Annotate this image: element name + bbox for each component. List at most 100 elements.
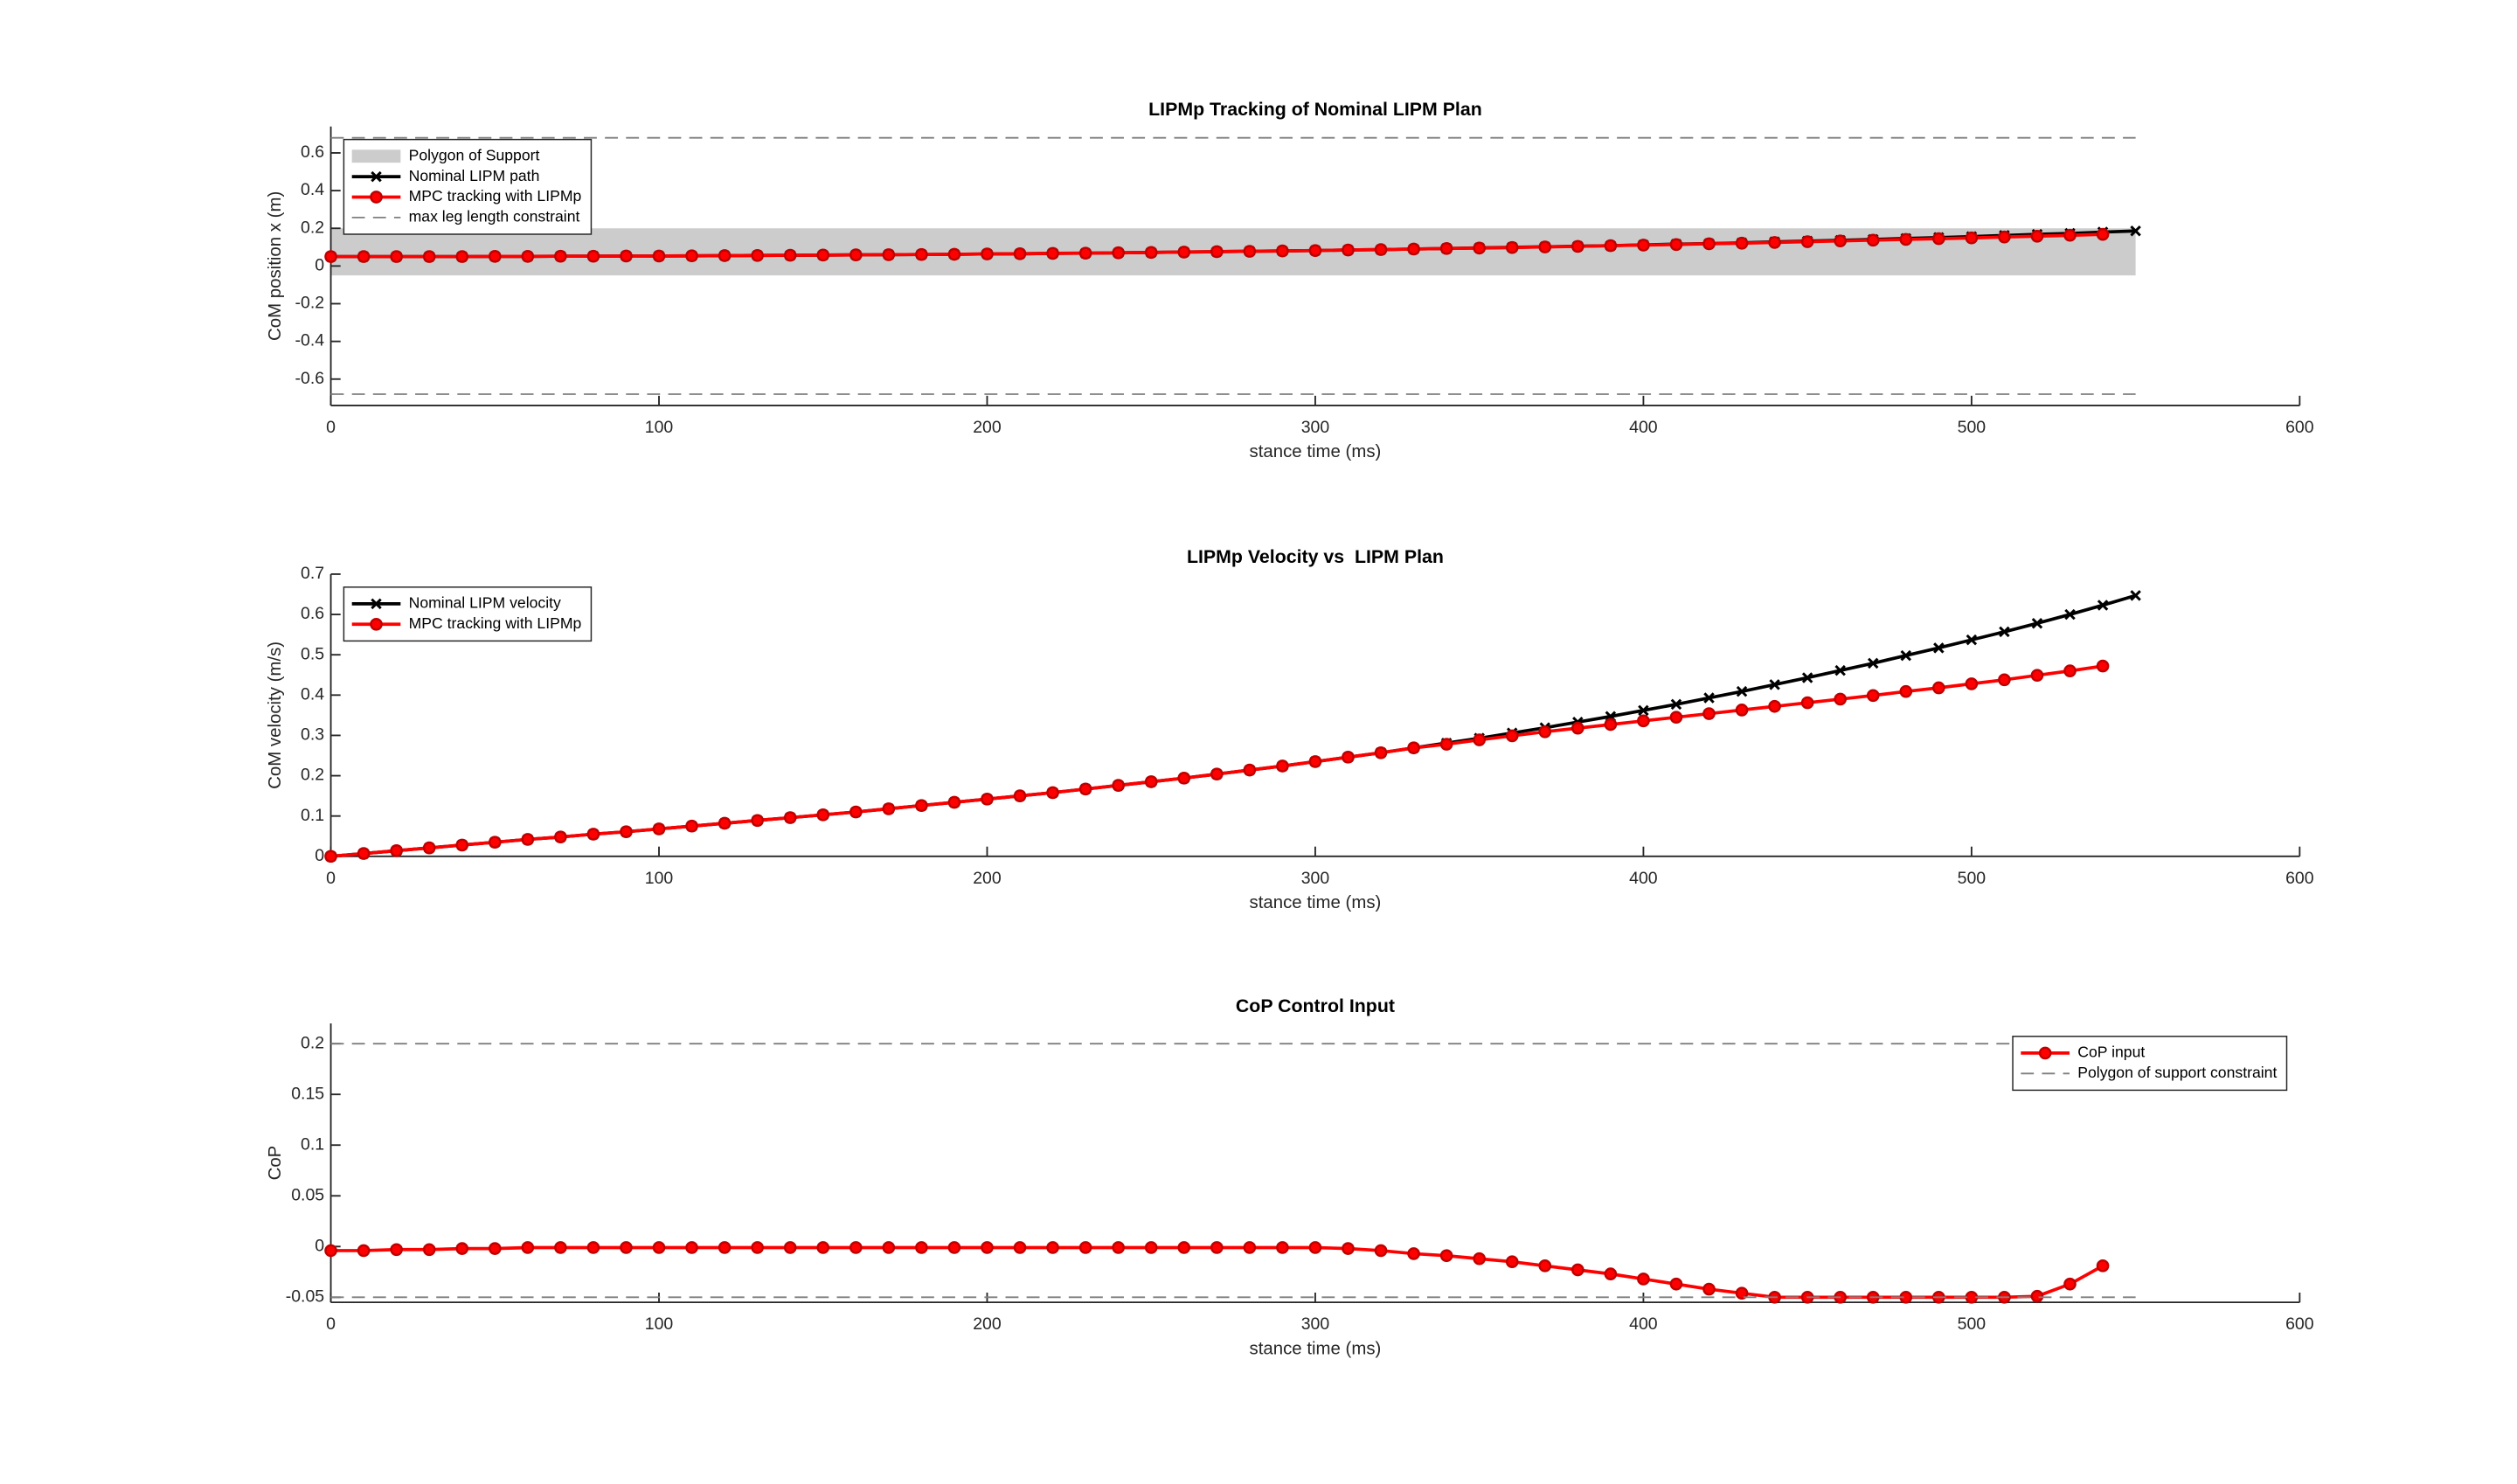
x-tick-label: 0 <box>326 1314 336 1334</box>
marker-circle <box>586 1241 600 1254</box>
marker-circle <box>422 250 436 263</box>
marker-circle <box>1637 239 1650 252</box>
marker-circle <box>1538 725 1552 739</box>
marker-circle <box>718 249 732 262</box>
y-tick-label: 0.6 <box>301 604 324 623</box>
marker-circle <box>1276 759 1289 773</box>
marker-circle <box>1505 729 1519 743</box>
marker-circle <box>586 828 600 841</box>
marker-circle <box>521 1241 535 1254</box>
marker-x <box>371 598 382 610</box>
marker-circle <box>422 841 436 855</box>
marker-circle <box>1604 1267 1618 1280</box>
marker-circle <box>751 1241 764 1254</box>
x-tick-label: 200 <box>973 418 1002 437</box>
y-tick-label: 0 <box>315 256 324 275</box>
marker-circle <box>1144 246 1158 260</box>
marker-circle <box>783 248 797 262</box>
marker-circle <box>1702 237 1716 251</box>
y-tick-label: -0.6 <box>295 369 325 388</box>
chart-title: LIPMp Velocity vs LIPM Plan <box>1187 546 1444 567</box>
marker-circle <box>620 825 633 839</box>
marker-circle <box>324 849 337 863</box>
marker-x <box>1933 642 1945 654</box>
y-tick-label: 0.2 <box>301 218 324 237</box>
marker-circle <box>1473 241 1487 255</box>
marker-circle <box>357 847 371 860</box>
marker-circle <box>324 1244 337 1258</box>
x-tick-label: 100 <box>645 1314 674 1334</box>
marker-circle <box>1013 1241 1027 1254</box>
y-axis-label: CoM velocity (m/s) <box>266 641 285 789</box>
marker-circle <box>2096 227 2110 241</box>
marker-circle <box>981 247 994 260</box>
marker-circle <box>849 805 863 819</box>
y-tick-label: 0 <box>315 1236 324 1255</box>
marker-circle <box>488 1242 502 1255</box>
marker-circle <box>915 799 928 813</box>
y-tick-label: -0.2 <box>295 294 325 313</box>
marker-circle <box>1342 751 1355 764</box>
marker-circle <box>1571 1263 1584 1277</box>
marker-circle <box>1112 246 1125 260</box>
marker-circle <box>1046 1241 1059 1254</box>
x-tick-label: 500 <box>1958 1314 1987 1334</box>
x-axis-label: stance time (ms) <box>1250 442 1382 461</box>
marker-circle <box>981 1241 994 1254</box>
subplot: -0.6 -0.4 -0.2 0 0.2 0.4 0.6 0 100 200 300 400 500 60… <box>266 99 2314 461</box>
marker-circle <box>652 1241 666 1254</box>
marker-circle <box>751 248 764 262</box>
marker-circle <box>554 830 567 844</box>
marker-circle <box>1177 1241 1191 1254</box>
marker-circle <box>521 833 535 846</box>
chart-title: CoP Control Input <box>1236 995 1395 1016</box>
marker-circle <box>947 1241 961 1254</box>
marker-circle <box>1604 718 1618 732</box>
marker-x <box>1966 634 1978 646</box>
marker-circle <box>1407 741 1420 755</box>
x-tick-label: 400 <box>1629 1314 1658 1334</box>
marker-circle <box>1078 782 1092 796</box>
marker-circle <box>370 191 383 204</box>
y-tick-label: 0.5 <box>301 644 324 663</box>
marker-circle <box>1998 673 2011 687</box>
legend-label: Polygon of support constraint <box>2077 1064 2277 1081</box>
marker-circle <box>1473 1252 1487 1266</box>
marker-circle <box>1439 738 1453 751</box>
marker-x <box>1736 685 1748 697</box>
marker-circle <box>455 250 469 263</box>
marker-circle <box>1439 241 1453 255</box>
marker-x <box>1867 657 1879 669</box>
marker-circle <box>1637 1272 1650 1286</box>
marker-circle <box>1834 234 1848 248</box>
y-axis-label: CoM position x (m) <box>266 191 285 341</box>
marker-circle <box>1702 707 1716 720</box>
marker-circle <box>1177 246 1191 259</box>
marker-circle <box>1308 755 1322 768</box>
marker-circle <box>1834 692 1848 706</box>
marker-x <box>2130 590 2141 601</box>
marker-circle <box>849 1241 863 1254</box>
x-tick-label: 300 <box>1301 869 1330 888</box>
marker-circle <box>947 247 961 261</box>
marker-circle <box>1439 1249 1453 1263</box>
marker-circle <box>390 250 403 263</box>
marker-circle <box>1210 1241 1224 1254</box>
x-tick-label: 600 <box>2285 1314 2314 1334</box>
marker-circle <box>1768 699 1781 713</box>
y-tick-label: 0.2 <box>301 1033 324 1052</box>
marker-circle <box>390 844 403 857</box>
marker-circle <box>652 822 666 836</box>
x-tick-label: 200 <box>973 1314 1002 1334</box>
marker-circle <box>1342 1242 1355 1255</box>
x-tick-label: 100 <box>645 418 674 437</box>
legend-label: MPC tracking with LIPMp <box>409 187 582 205</box>
marker-x <box>1999 626 2010 638</box>
marker-x <box>2064 608 2076 621</box>
marker-circle <box>1571 721 1584 735</box>
marker-x <box>1769 679 1780 690</box>
marker-circle <box>1013 247 1027 260</box>
marker-circle <box>1407 242 1420 256</box>
legend-label: CoP input <box>2077 1044 2145 1061</box>
